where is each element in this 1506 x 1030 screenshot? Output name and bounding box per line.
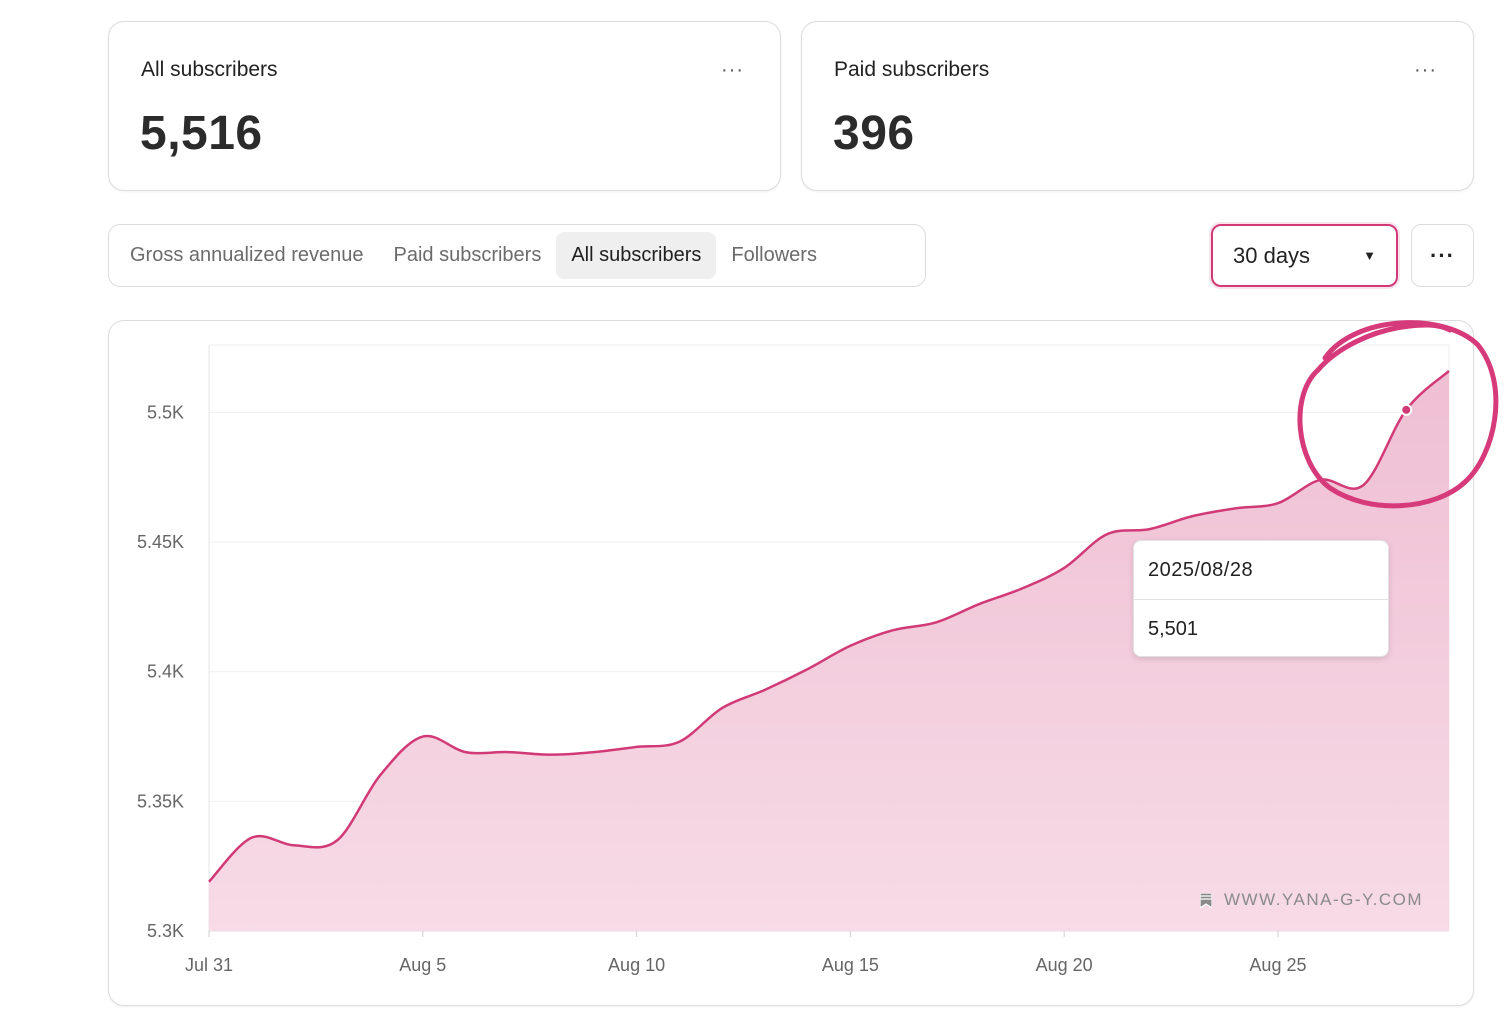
watermark-text: WWW.YANA-G-Y.COM [1224, 890, 1424, 909]
chart-tooltip: 2025/08/28 5,501 [1133, 540, 1389, 657]
tab-paid-subscribers[interactable]: Paid subscribers [393, 244, 542, 266]
more-options-icon[interactable]: ··· [1414, 59, 1437, 81]
x-tick-label: Aug 15 [822, 955, 879, 975]
tooltip-value: 5,501 [1148, 618, 1199, 640]
tab-all-subscribers[interactable]: All subscribers [556, 232, 717, 279]
y-tick-label: 5.45K [137, 532, 184, 552]
all-subscribers-label: All subscribers [141, 58, 278, 81]
tooltip-date: 2025/08/28 [1134, 541, 1388, 600]
watermark: WWW.YANA-G-Y.COM [1200, 890, 1423, 910]
x-tick-label: Aug 20 [1036, 955, 1093, 975]
series-line [208, 369, 1450, 883]
all-subscribers-card: All subscribers 5,516 ··· [108, 21, 781, 191]
y-tick-label: 5.4K [147, 662, 184, 682]
y-tick-label: 5.35K [137, 791, 184, 811]
y-tick-label: 5.3K [147, 921, 184, 941]
x-tick-label: Aug 5 [399, 955, 446, 975]
caret-down-icon: ▼ [1363, 248, 1376, 263]
x-tick-label: Jul 31 [185, 955, 233, 975]
area-fill [209, 370, 1449, 931]
bookmark-icon [1200, 892, 1212, 908]
date-range-value: 30 days [1233, 242, 1311, 268]
paid-subscribers-card: Paid subscribers 396 ··· [801, 21, 1474, 191]
more-options-icon[interactable]: ··· [721, 59, 744, 81]
highlight-point [1400, 403, 1413, 416]
chart-more-options-button[interactable]: ··· [1411, 224, 1474, 287]
date-range-select[interactable]: 30 days ▼ [1211, 224, 1398, 287]
all-subscribers-value: 5,516 [140, 107, 263, 160]
x-tick-label: Aug 10 [608, 955, 665, 975]
paid-subscribers-value: 396 [833, 107, 915, 160]
tab-followers[interactable]: Followers [731, 244, 817, 266]
x-tick-label: Aug 25 [1249, 955, 1306, 975]
y-tick-label: 5.5K [147, 402, 184, 422]
metric-tabs: Gross annualized revenue Paid subscriber… [108, 224, 926, 287]
tab-gross-annualized-revenue[interactable]: Gross annualized revenue [130, 244, 364, 266]
paid-subscribers-label: Paid subscribers [834, 58, 990, 81]
